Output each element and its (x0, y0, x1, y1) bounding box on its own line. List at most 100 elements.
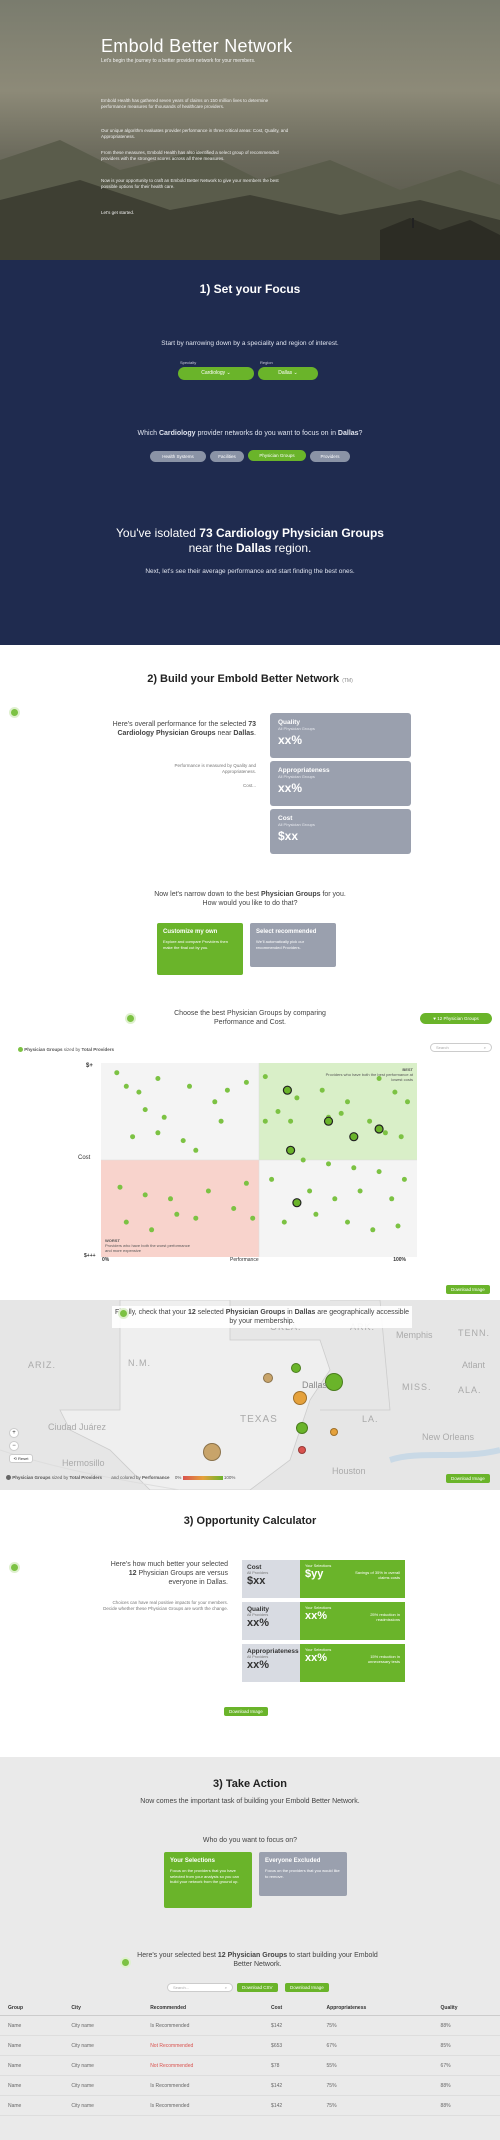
selected-group-point[interactable] (323, 1116, 334, 1126)
group-point[interactable] (376, 1076, 382, 1081)
map-pin[interactable] (203, 1443, 221, 1461)
group-point[interactable] (174, 1211, 180, 1217)
map-reset-button[interactable]: ⟲ Reset (9, 1454, 33, 1463)
download-image-button[interactable]: Download Image (446, 1285, 490, 1294)
group-point[interactable] (345, 1219, 350, 1225)
chat-icon[interactable] (118, 1308, 129, 1319)
download-image-button[interactable]: Download Image (224, 1707, 268, 1716)
zoom-out-icon[interactable]: − (9, 1441, 19, 1451)
selected-groups-badge[interactable]: ♥ 12 Physician Groups (420, 1013, 492, 1024)
selected-group-point[interactable] (292, 1198, 302, 1208)
network-type-facilities[interactable]: Facilities (210, 451, 244, 462)
group-point[interactable] (224, 1087, 230, 1093)
chat-icon[interactable] (9, 707, 20, 718)
column-header[interactable]: Recommended (142, 2001, 264, 2016)
region-dropdown[interactable]: Dallas ⌄ (258, 367, 318, 380)
group-point[interactable] (275, 1109, 281, 1114)
group-point[interactable] (326, 1161, 331, 1167)
column-header[interactable]: Cost (263, 2001, 319, 2016)
map-pin[interactable] (296, 1422, 308, 1434)
group-point[interactable] (370, 1227, 376, 1233)
your-selections-button[interactable]: Your Selections Focus on the providers th… (164, 1852, 252, 1908)
group-point[interactable] (168, 1196, 173, 1202)
table-row[interactable]: Name City name Is Recommended $142 75% 88% (0, 2095, 500, 2116)
download-image-button[interactable]: Download Image (446, 1474, 490, 1483)
table-row[interactable]: Name City name Not Recommended $78 55% 67% (0, 2055, 500, 2076)
group-point[interactable] (180, 1138, 186, 1144)
network-type-physician-groups[interactable]: Physician Groups (248, 450, 306, 461)
map-pin[interactable] (291, 1363, 301, 1373)
group-point[interactable] (218, 1118, 224, 1124)
map-pin[interactable] (330, 1428, 338, 1436)
group-point[interactable] (382, 1130, 388, 1136)
table-row[interactable]: Name City name Not Recommended $653 67% 85% (0, 2035, 500, 2056)
selected-group-point[interactable] (286, 1145, 296, 1155)
map-pin[interactable] (293, 1391, 307, 1405)
group-point[interactable] (155, 1130, 161, 1136)
selected-group-point[interactable] (282, 1085, 292, 1095)
map-view[interactable]: OKLA. ARK. Memphis TENN. ARIZ. N.M. Atla… (0, 1300, 500, 1490)
network-type-health-systems[interactable]: Health Systems (150, 451, 206, 462)
group-point[interactable] (123, 1083, 129, 1089)
group-point[interactable] (250, 1215, 256, 1221)
group-point[interactable] (114, 1070, 120, 1076)
map-pin[interactable] (263, 1373, 273, 1383)
group-point[interactable] (300, 1157, 306, 1163)
selected-group-point[interactable] (374, 1124, 384, 1134)
table-row[interactable]: Name City name Is Recommended $142 75% 88% (0, 2015, 500, 2036)
column-header[interactable]: Appropriateness (318, 2001, 433, 2016)
chat-icon[interactable] (120, 1957, 131, 1968)
download-csv-button[interactable]: Download CSV (237, 1983, 278, 1992)
group-point[interactable] (193, 1215, 199, 1221)
group-point[interactable] (136, 1089, 142, 1095)
customize-own-button[interactable]: Customize my own Explore and compare Prov… (157, 923, 243, 975)
network-type-providers[interactable]: Providers (310, 451, 350, 462)
group-point[interactable] (307, 1188, 313, 1194)
group-point[interactable] (269, 1176, 275, 1182)
column-header[interactable]: Quality (432, 2001, 500, 2016)
everyone-excluded-button[interactable]: Everyone Excluded Focus on the providers … (259, 1852, 347, 1896)
group-point[interactable] (398, 1134, 404, 1140)
group-point[interactable] (351, 1165, 357, 1171)
group-point[interactable] (294, 1095, 300, 1101)
group-point[interactable] (392, 1089, 398, 1095)
group-point[interactable] (161, 1114, 167, 1120)
group-point[interactable] (332, 1196, 338, 1202)
group-point[interactable] (262, 1074, 268, 1080)
column-header[interactable]: Group (0, 2001, 64, 2016)
group-point[interactable] (123, 1219, 129, 1225)
map-pin[interactable] (298, 1446, 306, 1454)
selected-group-point[interactable] (349, 1132, 359, 1142)
group-point[interactable] (357, 1188, 363, 1194)
group-point[interactable] (142, 1192, 148, 1198)
group-point[interactable] (117, 1184, 123, 1190)
chart-search-input[interactable]: Search ⌕ (430, 1043, 492, 1052)
group-point[interactable] (338, 1110, 344, 1116)
group-point[interactable] (281, 1219, 287, 1225)
group-point[interactable] (401, 1176, 407, 1182)
group-point[interactable] (243, 1180, 249, 1186)
group-point[interactable] (367, 1118, 373, 1124)
scatter-chart[interactable]: BEST Providers who have both the best per… (101, 1063, 417, 1257)
download-image-button[interactable]: Download Image (285, 1983, 329, 1992)
column-header[interactable]: City (63, 2001, 143, 2016)
group-point[interactable] (262, 1118, 268, 1124)
group-point[interactable] (313, 1211, 319, 1217)
group-point[interactable] (395, 1223, 401, 1229)
group-point[interactable] (288, 1118, 294, 1124)
chat-icon[interactable] (9, 1562, 20, 1573)
specialty-dropdown[interactable]: Cardiology ⌄ (178, 367, 254, 380)
group-point[interactable] (155, 1076, 161, 1081)
map-pin[interactable] (325, 1373, 343, 1391)
group-point[interactable] (319, 1087, 325, 1093)
group-point[interactable] (243, 1079, 249, 1085)
group-point[interactable] (149, 1227, 155, 1233)
table-row[interactable]: Name City name Is Recommended $142 75% 88% (0, 2075, 500, 2096)
group-point[interactable] (193, 1147, 199, 1153)
group-point[interactable] (345, 1099, 350, 1105)
select-recommended-button[interactable]: Select recommended We'll automatically pi… (250, 923, 336, 967)
group-point[interactable] (405, 1099, 410, 1105)
group-point[interactable] (187, 1083, 192, 1089)
group-point[interactable] (231, 1206, 237, 1211)
chat-icon[interactable] (125, 1013, 136, 1024)
